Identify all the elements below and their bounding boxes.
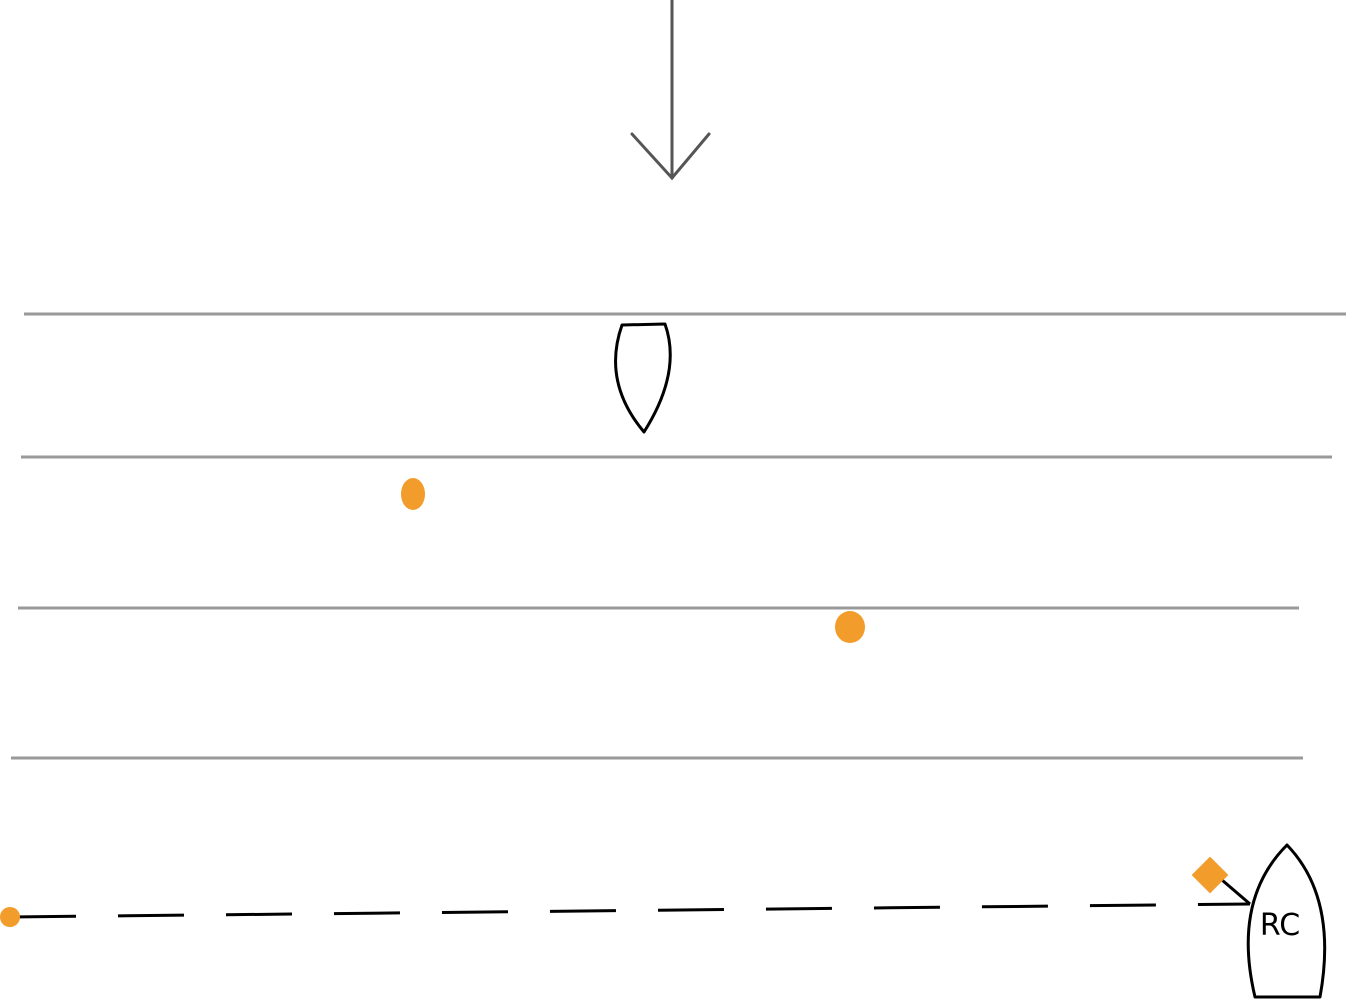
start-line bbox=[9, 902, 1251, 919]
flag bbox=[1191, 856, 1229, 894]
pin-mark bbox=[0, 907, 20, 927]
flag-pole bbox=[1221, 878, 1251, 906]
mark bbox=[401, 478, 425, 510]
wind-arrow bbox=[630, 0, 711, 181]
boat bbox=[614, 322, 672, 434]
committee-boat-label: RC bbox=[1260, 908, 1300, 943]
committee-boat bbox=[1246, 843, 1327, 999]
course-lines bbox=[11, 312, 1346, 760]
mark bbox=[835, 611, 865, 643]
